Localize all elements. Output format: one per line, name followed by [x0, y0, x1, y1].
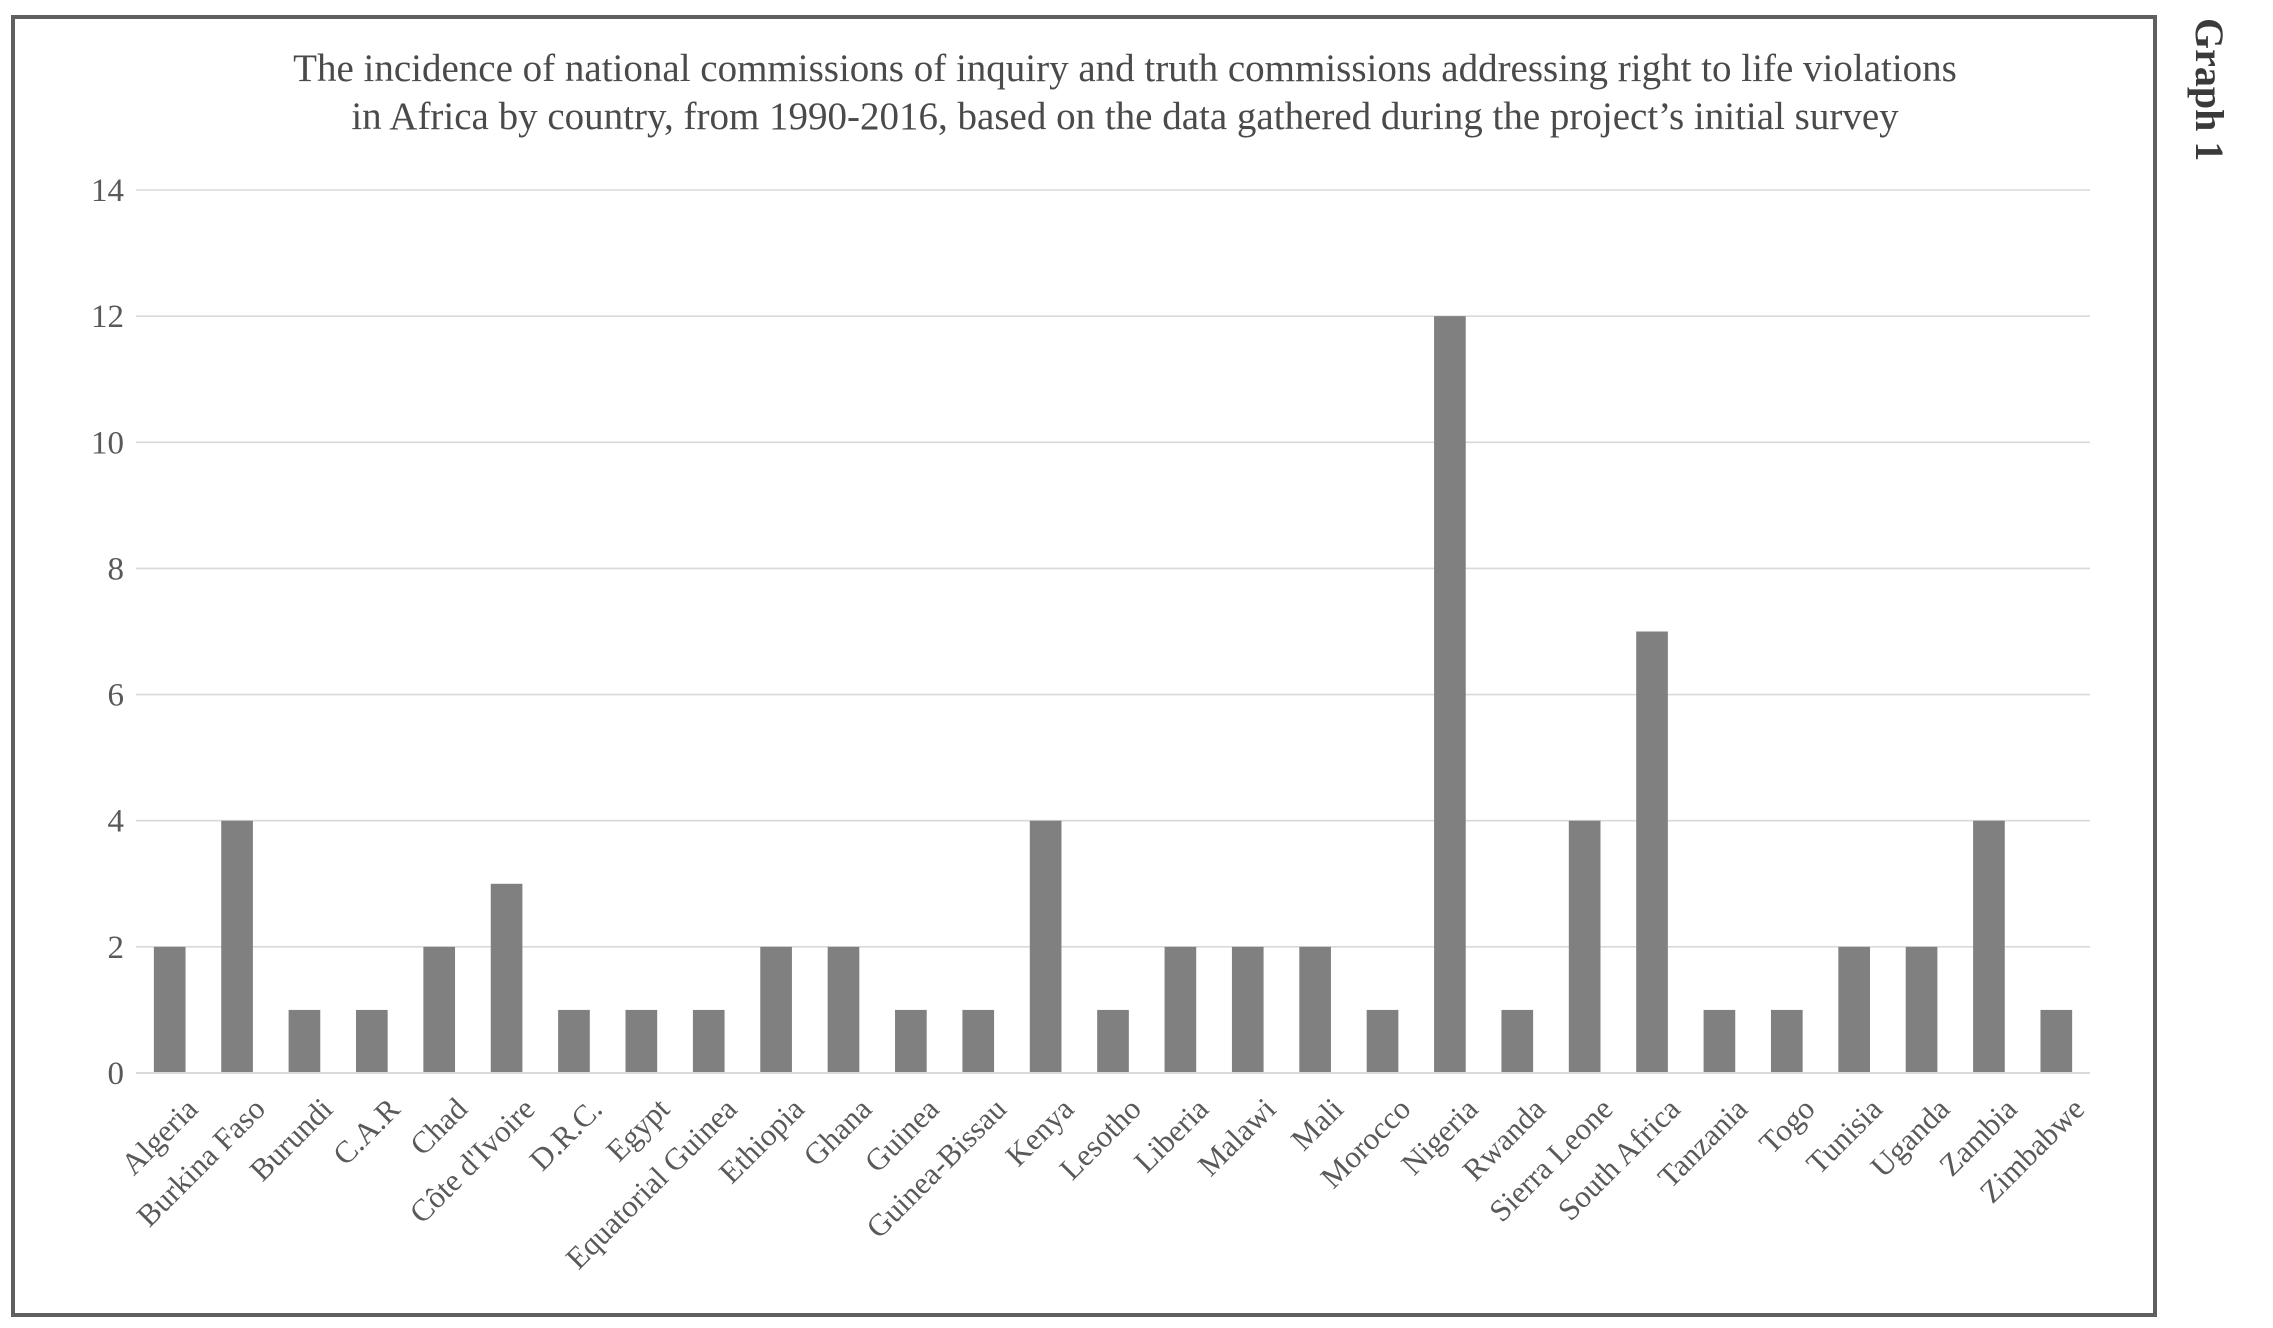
y-tick-label: 0 [108, 1056, 125, 1092]
chart-title-line-1: The incidence of national commissions of… [293, 47, 1957, 90]
bar-guinea-bissau [962, 1009, 995, 1073]
bar-mali [1299, 946, 1331, 1073]
bar-egypt [625, 1009, 658, 1073]
chart-title-line-2: in Africa by country, from 1990-2016, ba… [351, 95, 1899, 138]
bar-lesotho [1097, 1009, 1129, 1073]
x-tick-label: Côte d'Ivoire [403, 1091, 542, 1230]
bar-kenya [1029, 820, 1062, 1073]
y-tick-label: 10 [91, 425, 124, 461]
bar-togo [1770, 1009, 1803, 1073]
bar-rwanda [1501, 1009, 1534, 1073]
bar-equatorial-guinea [692, 1009, 725, 1073]
bar-liberia [1164, 946, 1197, 1073]
bar-south-africa [1636, 631, 1668, 1073]
bar-nigeria [1434, 316, 1466, 1073]
x-tick-label: C.A.R [326, 1091, 407, 1172]
bar-burkina-faso [221, 820, 253, 1073]
y-tick-label: 12 [91, 299, 124, 335]
y-tick-label: 6 [108, 678, 125, 714]
bar-ethiopia [760, 946, 792, 1073]
bar-malawi [1231, 946, 1264, 1073]
graph-number-caption: Graph 1 [2187, 18, 2232, 161]
bar-chad [423, 946, 456, 1073]
y-tick-label: 8 [108, 551, 125, 587]
bar-burundi [288, 1009, 321, 1073]
gridlines [136, 189, 2090, 948]
bar-d-r-c [558, 1009, 590, 1073]
bar-c-a-r [355, 1009, 388, 1073]
bar-zambia [1973, 820, 2005, 1073]
y-tick-label: 4 [108, 804, 125, 840]
bar-morocco [1366, 1009, 1399, 1073]
bar-c-te-d-ivoire [490, 883, 523, 1073]
bar-guinea [895, 1009, 927, 1073]
x-tick-label: Malawi [1191, 1091, 1283, 1183]
bar-sierra-leone [1568, 820, 1601, 1073]
y-axis-tick-labels: 0 2 4 6 8 10 12 14 [91, 173, 124, 1092]
y-tick-label: 14 [91, 173, 124, 209]
bar-uganda [1905, 946, 1938, 1073]
bar-tanzania [1703, 1009, 1736, 1073]
bar-ghana [827, 946, 860, 1073]
bars [153, 316, 2073, 1073]
figure-frame [11, 15, 2157, 1317]
x-tick-label: D.R.C. [522, 1091, 608, 1177]
bar-tunisia [1838, 946, 1871, 1073]
bar-algeria [153, 946, 186, 1073]
bar-zimbabwe [2040, 1009, 2073, 1073]
y-tick-label: 2 [108, 930, 125, 966]
